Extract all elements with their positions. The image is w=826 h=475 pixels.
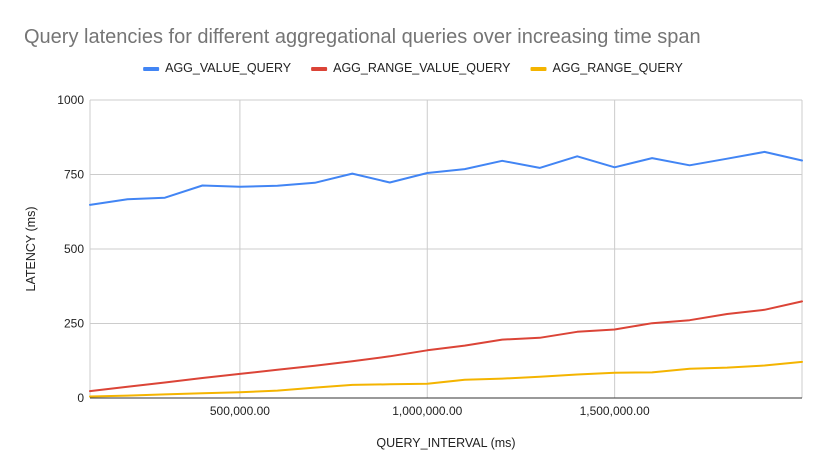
tick-labels: 0 250 500 750 1000 500,000.00 1,000,000.00 1,50…	[57, 93, 650, 418]
legend-swatch	[311, 67, 328, 71]
legend-item: AGG_RANGE_VALUE_QUERY	[311, 61, 511, 75]
legend-label: AGG_VALUE_QUERY	[165, 61, 292, 75]
x-axis-title: QUERY_INTERVAL (ms)	[376, 436, 515, 450]
y-axis-title: LATENCY (ms)	[24, 207, 38, 292]
series-line-agg-value-query	[89, 150, 803, 206]
y-tick-label: 500	[64, 242, 84, 256]
legend-label: AGG_RANGE_VALUE_QUERY	[333, 61, 511, 75]
legend-item: AGG_RANGE_QUERY	[530, 61, 684, 75]
gridlines	[89, 99, 803, 399]
legend-item: AGG_VALUE_QUERY	[143, 61, 292, 75]
legend-swatch	[530, 67, 547, 71]
legend-label: AGG_RANGE_QUERY	[553, 61, 684, 75]
legend-swatch	[143, 67, 160, 71]
series-lines	[89, 150, 803, 398]
legend: AGG_VALUE_QUERY AGG_RANGE_VALUE_QUERY AGG_…	[143, 61, 684, 75]
chart-title: Query latencies for different aggregatio…	[24, 26, 701, 48]
y-tick-label: 750	[64, 168, 84, 182]
y-tick-label: 250	[64, 317, 84, 331]
y-tick-label: 1000	[57, 93, 84, 107]
series-line-agg-range-query	[89, 360, 803, 398]
series-line-agg-range-value-query	[89, 300, 803, 393]
x-tick-label: 500,000.00	[210, 404, 270, 418]
x-tick-label: 1,000,000.00	[392, 404, 462, 418]
y-tick-label: 0	[77, 391, 84, 405]
x-tick-label: 1,500,000.00	[580, 404, 650, 418]
